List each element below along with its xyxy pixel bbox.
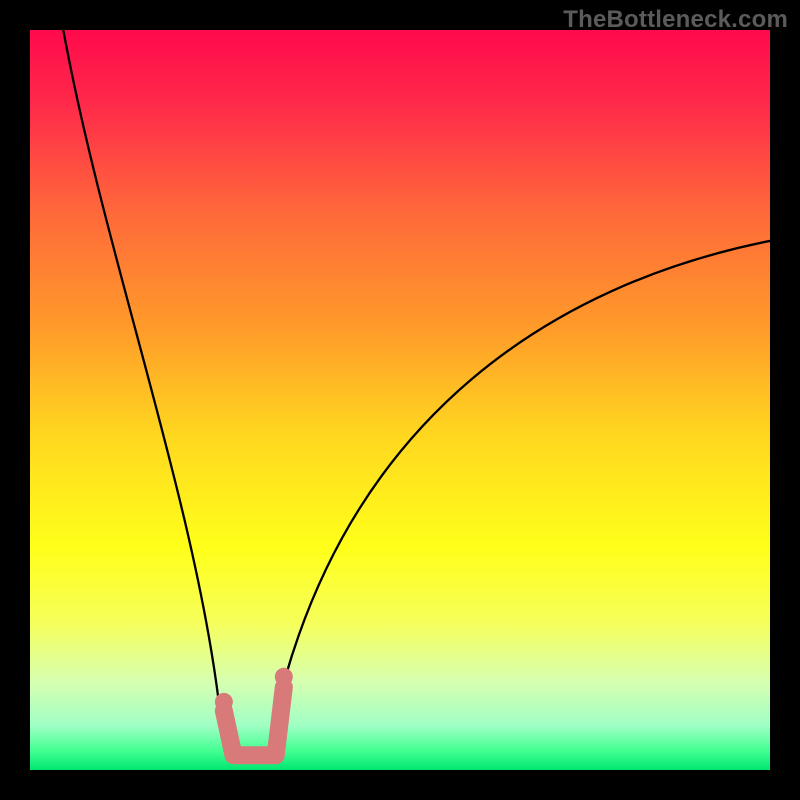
watermark-text: TheBottleneck.com [563, 6, 788, 34]
gradient-background [30, 30, 770, 770]
chart-svg [30, 30, 770, 770]
plot-area [30, 30, 770, 770]
chart-container: TheBottleneck.com [0, 0, 800, 800]
